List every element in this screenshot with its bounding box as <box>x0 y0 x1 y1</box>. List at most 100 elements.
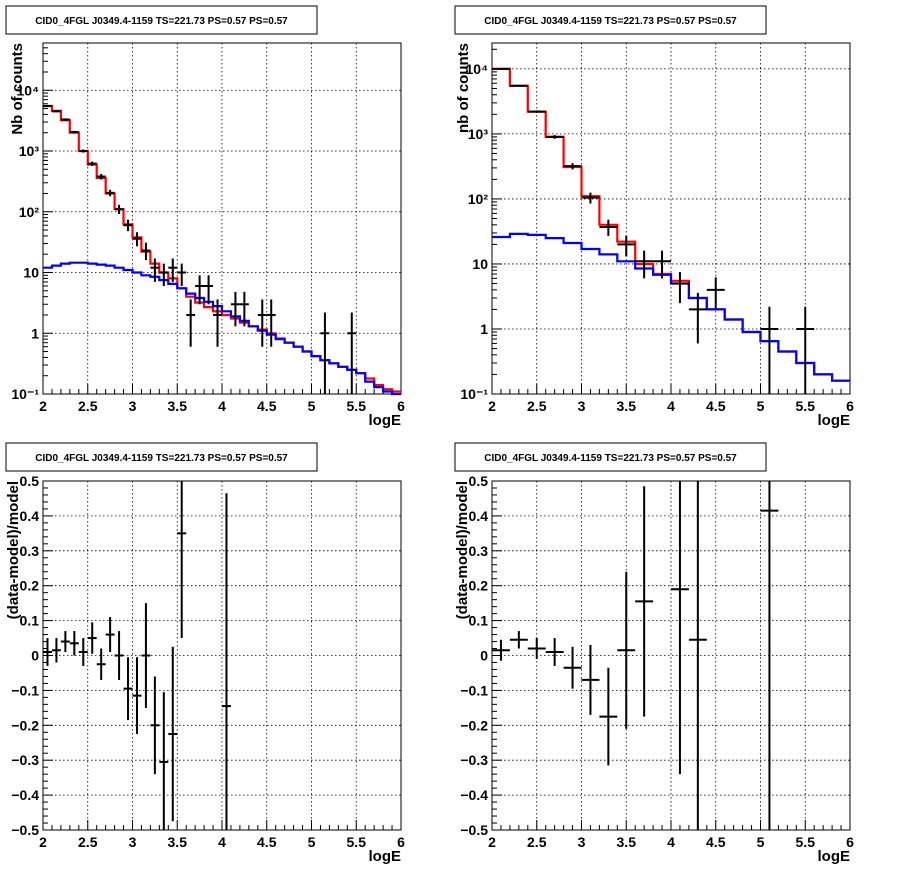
data-point <box>195 275 205 305</box>
data-point <box>60 118 70 121</box>
histogram-background-model <box>492 232 850 382</box>
data-point <box>671 481 689 775</box>
x-tick-label: 2 <box>39 834 47 850</box>
data-point <box>347 312 357 394</box>
data-point <box>177 481 187 639</box>
title-box <box>5 442 318 472</box>
data-point <box>653 250 671 279</box>
y-axis-label: nb of counts <box>455 43 472 133</box>
data-point <box>141 603 151 708</box>
data-point <box>159 692 169 830</box>
x-tick-label: 5 <box>757 398 765 414</box>
y-tick-label: 0.1 <box>20 613 40 629</box>
x-tick-label: 5 <box>308 398 316 414</box>
data-point <box>150 258 160 282</box>
y-tick-label: 0.5 <box>20 473 40 489</box>
data-point <box>114 631 124 680</box>
chart-title: CID0_4FGL J0349.4-1159 TS=221.73 PS=0.57… <box>484 16 737 27</box>
data-point <box>213 299 222 347</box>
data-point <box>760 306 779 394</box>
title-box <box>5 5 318 35</box>
x-tick-label: 4.5 <box>257 834 277 850</box>
data-point <box>168 646 178 822</box>
data-point <box>105 189 115 197</box>
x-tick-label: 4 <box>667 398 675 414</box>
x-tick-label: 6 <box>397 834 405 850</box>
y-tick-label: 10² <box>19 204 40 220</box>
chart-panel-bottom-left: 2 2.5 3 3.5 4 4.5 5 5.5 6 −0.5 −0.4 −0.3 −0.2 −0.1 0 0.… <box>5 442 405 865</box>
data-point <box>159 263 169 286</box>
y-tick-label: −0.3 <box>11 752 39 768</box>
x-tick-label: 2 <box>488 398 496 414</box>
y-tick-label: −0.4 <box>460 787 488 803</box>
y-tick-label: 10³ <box>468 126 489 142</box>
data-point <box>257 299 267 347</box>
data-point <box>635 250 654 279</box>
x-tick-label: 2.5 <box>527 834 547 850</box>
data-point <box>635 486 654 717</box>
chart-title: CID0_4FGL J0349.4-1159 TS=221.73 PS=0.57… <box>35 16 288 27</box>
plot-frame <box>491 480 851 831</box>
data-point <box>581 192 600 204</box>
data-point <box>78 638 88 666</box>
y-tick-label: 10 <box>472 256 488 272</box>
y-tick-label: 1 <box>31 325 39 341</box>
x-tick-label: 5 <box>757 834 765 850</box>
data-point <box>617 235 636 257</box>
data-point <box>706 277 725 310</box>
y-tick-label: −0.5 <box>460 822 488 838</box>
x-tick-label: 4.5 <box>706 834 726 850</box>
data-point <box>527 110 546 113</box>
y-tick-label: 0 <box>31 648 39 664</box>
title-box <box>454 5 767 35</box>
y-tick-label: −0.2 <box>460 717 488 733</box>
data-point <box>204 275 214 305</box>
y-tick-label: 1 <box>480 321 488 337</box>
y-tick-label: 0 <box>480 648 488 664</box>
x-tick-label: 4 <box>218 834 226 850</box>
x-axis-label: logE <box>369 848 402 865</box>
data-point <box>78 149 88 153</box>
data-point <box>671 272 689 304</box>
data-point <box>492 639 510 661</box>
x-tick-label: 4 <box>667 834 675 850</box>
y-tick-label: 0.2 <box>20 578 40 594</box>
data-point <box>545 135 564 139</box>
y-axis-label: (data-model)/model <box>5 481 22 619</box>
data-point <box>688 292 707 344</box>
y-tick-label: 0.3 <box>20 543 40 559</box>
chart-panel-bottom-right: 2 2.5 3 3.5 4 4.5 5 5.5 6 −0.5 −0.4 −0.3 −0.2 −0.1 0 0.… <box>454 442 854 865</box>
y-tick-label: 0.5 <box>469 473 489 489</box>
x-tick-label: 2 <box>39 398 47 414</box>
data-point <box>320 312 330 394</box>
x-tick-label: 2 <box>488 834 496 850</box>
data-point <box>123 657 133 721</box>
data-point <box>760 481 779 830</box>
x-tick-label: 4.5 <box>706 398 726 414</box>
data-point <box>796 306 815 394</box>
data-point <box>132 232 142 247</box>
x-tick-label: 3.5 <box>617 834 637 850</box>
x-tick-label: 3 <box>129 834 137 850</box>
data-point <box>105 617 115 653</box>
data-point <box>87 161 97 166</box>
data-point <box>266 299 276 347</box>
y-tick-label: 0.1 <box>469 613 489 629</box>
data-point <box>688 481 707 830</box>
data-point <box>509 631 528 649</box>
data-point <box>51 638 61 663</box>
x-tick-label: 5.5 <box>796 834 816 850</box>
x-tick-label: 2.5 <box>78 834 98 850</box>
x-tick-label: 2.5 <box>527 398 547 414</box>
data-point <box>581 645 600 715</box>
y-tick-label: 0.4 <box>469 508 489 524</box>
x-tick-label: 6 <box>846 834 854 850</box>
y-tick-label: 0.2 <box>469 578 489 594</box>
data-point <box>69 130 79 134</box>
y-axis-label: (data-model)/model <box>454 481 471 619</box>
data-point <box>527 638 546 659</box>
x-tick-label: 6 <box>397 398 405 414</box>
data-point <box>87 622 97 654</box>
data-point <box>222 493 231 830</box>
